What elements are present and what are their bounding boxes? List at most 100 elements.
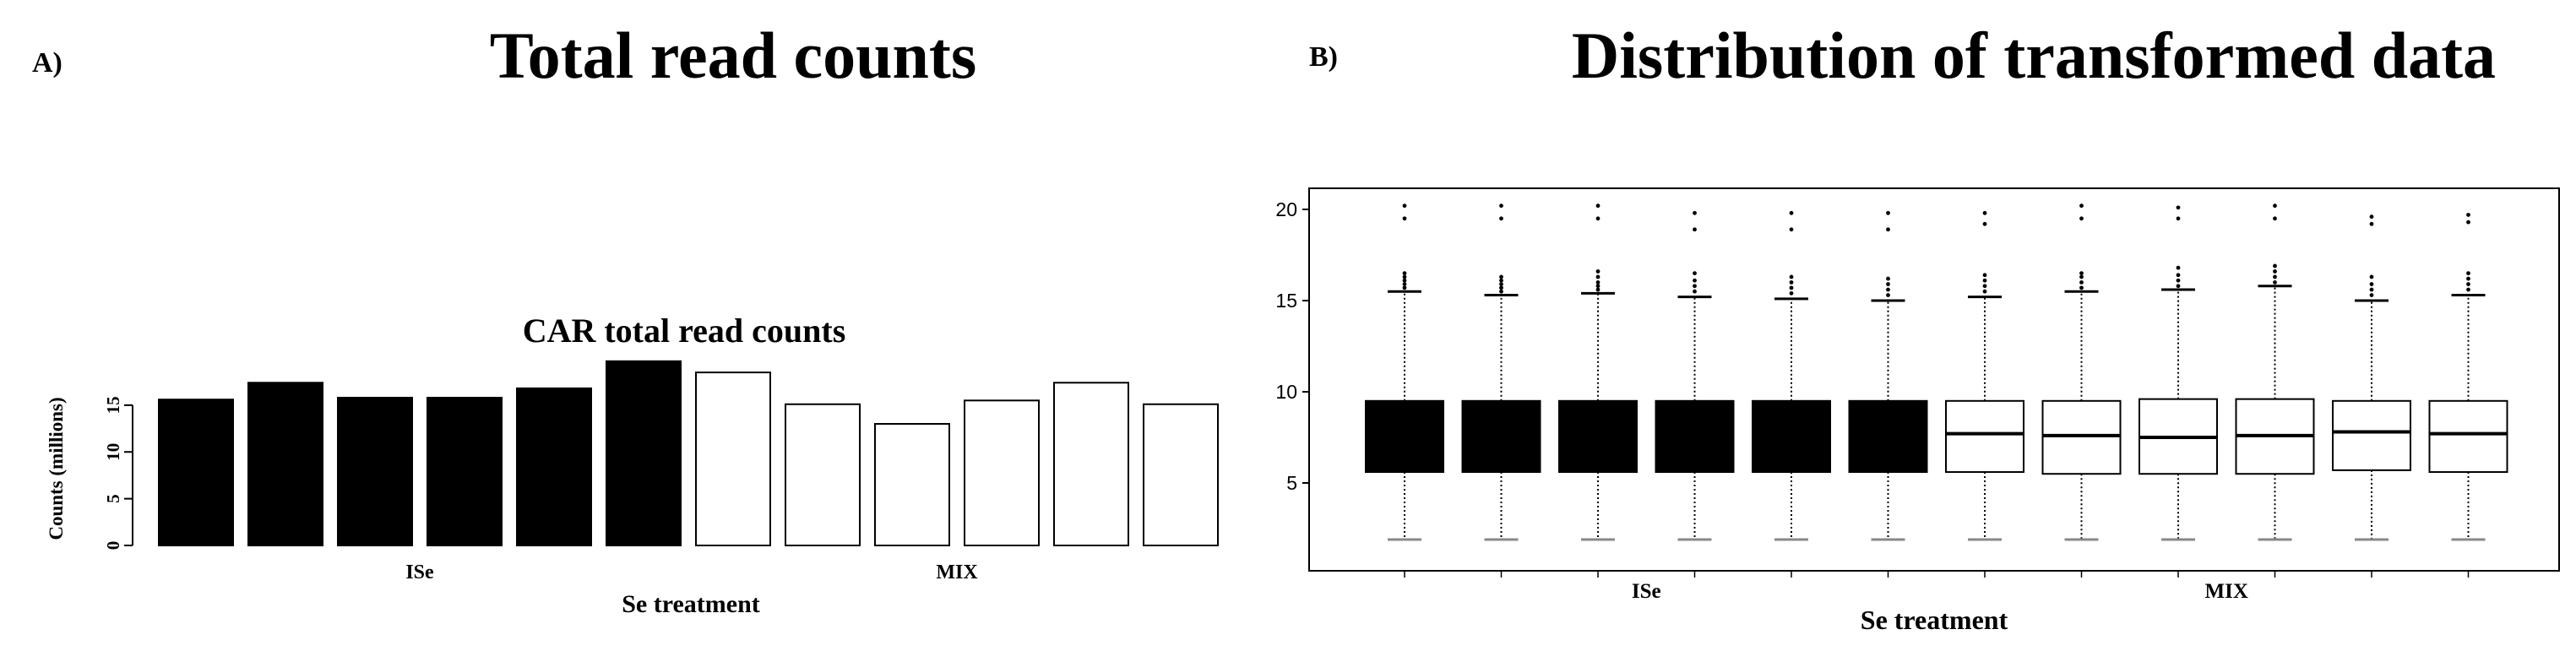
box-outlier bbox=[1402, 271, 1407, 275]
bar-5 bbox=[516, 387, 592, 546]
box-9 bbox=[2139, 205, 2218, 578]
boxplot-group-labels: ISe MIX bbox=[1632, 580, 2248, 603]
box-body bbox=[2332, 399, 2411, 471]
box-outlier bbox=[1693, 284, 1697, 289]
box-outlier bbox=[1693, 289, 1697, 294]
box-outlier bbox=[2176, 265, 2181, 270]
box-4 bbox=[1655, 210, 1735, 578]
box-outlier bbox=[1693, 271, 1697, 275]
box-outlier bbox=[1886, 210, 1890, 215]
box-outlier bbox=[2369, 287, 2374, 292]
box-outlier bbox=[2273, 269, 2277, 274]
bar-chart-y-tick-label: 5 bbox=[103, 494, 123, 503]
box-outlier bbox=[2466, 220, 2470, 225]
box-outlier bbox=[2079, 203, 2084, 209]
boxplot-y-tick-label: 15 bbox=[1275, 290, 1297, 312]
box-outlier bbox=[1595, 284, 1600, 289]
box-outlier bbox=[2369, 282, 2374, 286]
box-outlier bbox=[1789, 290, 1794, 296]
box-outlier bbox=[1499, 274, 1503, 279]
box-outlier bbox=[1982, 278, 1987, 283]
box-outlier bbox=[1402, 282, 1407, 286]
box-outlier bbox=[2466, 213, 2470, 217]
box-outlier bbox=[2466, 271, 2470, 275]
bar-7 bbox=[695, 372, 771, 547]
bar-12 bbox=[1143, 403, 1219, 546]
box-8 bbox=[2041, 203, 2122, 578]
bar-series bbox=[158, 360, 1219, 547]
bar-9 bbox=[874, 423, 950, 546]
box-1 bbox=[1365, 203, 1444, 578]
box-outlier bbox=[2466, 287, 2470, 292]
box-outlier bbox=[1886, 293, 1890, 297]
box-outlier bbox=[1886, 287, 1890, 292]
bar-chart-group-labels: ISe MIX bbox=[405, 561, 978, 583]
box-outlier bbox=[1982, 284, 1987, 289]
box-outlier bbox=[1982, 273, 1987, 278]
box-outlier bbox=[1595, 274, 1600, 279]
boxplot-y-tick-label: 5 bbox=[1286, 472, 1297, 494]
box-outlier bbox=[2369, 274, 2374, 279]
box-outlier bbox=[2176, 205, 2181, 210]
box-body bbox=[1945, 399, 2024, 474]
box-outlier bbox=[1789, 280, 1794, 285]
panel-a-label: A) bbox=[32, 47, 62, 79]
box-outlier bbox=[1789, 210, 1794, 215]
boxplot-y-tick-label: 20 bbox=[1275, 198, 1297, 220]
box-outlier bbox=[2176, 278, 2181, 283]
box-2 bbox=[1461, 203, 1541, 578]
box-outlier bbox=[2273, 274, 2277, 279]
box-outlier bbox=[1982, 289, 1987, 294]
box-outlier bbox=[2079, 216, 2084, 221]
box-outlier bbox=[1595, 269, 1600, 274]
box-outlier bbox=[1886, 282, 1890, 286]
box-outlier bbox=[1789, 285, 1794, 290]
boxplot-y-axis: 5 10 15 20 bbox=[1275, 198, 1309, 494]
bar-3 bbox=[337, 396, 413, 546]
box-outlier bbox=[1982, 221, 1987, 226]
bar-chart-title: CAR total read counts bbox=[523, 312, 846, 350]
bar-1 bbox=[158, 399, 234, 547]
boxplot-group-label-mix: MIX bbox=[2205, 580, 2248, 603]
box-body bbox=[2041, 399, 2122, 475]
box-outlier bbox=[1693, 278, 1697, 283]
box-outlier bbox=[2273, 280, 2277, 285]
bar-chart-y-tick-label: 0 bbox=[103, 541, 123, 551]
bar-chart-xlabel: Se treatment bbox=[622, 590, 760, 618]
box-outlier bbox=[1402, 203, 1407, 209]
box-outlier bbox=[2273, 203, 2277, 209]
box-outlier bbox=[1499, 203, 1503, 209]
box-outlier bbox=[2176, 273, 2181, 278]
box-outlier bbox=[1499, 289, 1503, 294]
bar-6 bbox=[606, 360, 682, 546]
box-outlier bbox=[1789, 227, 1794, 232]
boxplot-xlabel: Se treatment bbox=[1861, 605, 2008, 635]
bar-chart-group-label-mix: MIX bbox=[936, 561, 978, 583]
box-12 bbox=[2428, 213, 2508, 578]
bar-chart-y-tick-label: 10 bbox=[103, 443, 123, 461]
panel-b-label: B) bbox=[1309, 41, 1338, 73]
box-outlier bbox=[1595, 203, 1600, 209]
box-outlier bbox=[1402, 285, 1407, 290]
bar-chart-read-counts: CAR total read counts Counts (millions) … bbox=[46, 312, 1219, 618]
bar-8 bbox=[785, 403, 861, 546]
box-outlier bbox=[1982, 210, 1987, 215]
panel-b-title: Distribution of transformed data bbox=[1572, 19, 2496, 92]
box-body bbox=[2428, 399, 2508, 474]
box-outlier bbox=[1402, 216, 1407, 221]
box-outlier bbox=[1595, 216, 1600, 221]
box-outlier bbox=[1499, 285, 1503, 290]
box-outlier bbox=[2466, 276, 2470, 281]
box-outlier bbox=[2369, 293, 2374, 297]
bar-chart-ylabel: Counts (millions) bbox=[46, 397, 67, 540]
box-7 bbox=[1945, 210, 2024, 578]
bar-chart-y-axis: 0 5 10 15 bbox=[103, 396, 133, 550]
box-outlier bbox=[1693, 227, 1697, 232]
box-outlier bbox=[1886, 276, 1890, 281]
box-outlier bbox=[2466, 282, 2470, 286]
box-11 bbox=[2332, 214, 2411, 578]
bar-11 bbox=[1053, 382, 1129, 546]
box-outlier bbox=[1886, 227, 1890, 232]
box-outlier bbox=[1402, 274, 1407, 279]
